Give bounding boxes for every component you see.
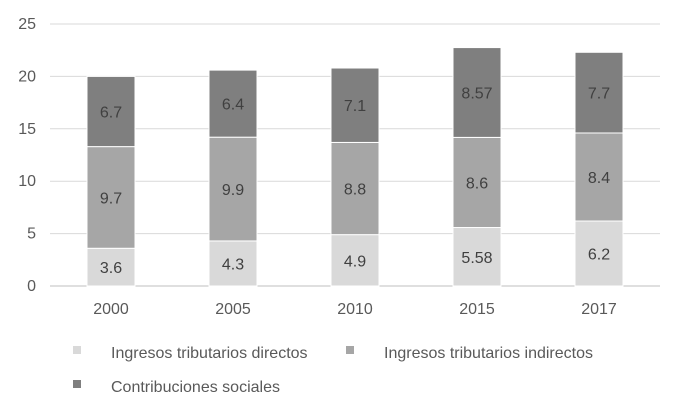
x-tick-label: 2010 [337, 301, 373, 318]
y-tick-label: 0 [27, 278, 36, 295]
y-axis-tick-labels: 0 5 10 15 20 25 [18, 16, 36, 295]
y-tick-label: 10 [18, 173, 36, 190]
data-label: 5.58 [461, 250, 492, 267]
data-label: 3.6 [100, 260, 122, 277]
bar-segment [574, 51, 624, 134]
bar-segment [86, 247, 136, 287]
y-tick-label: 15 [18, 121, 36, 138]
x-tick-label: 2017 [581, 301, 617, 318]
x-tick-label: 2015 [459, 301, 495, 318]
y-tick-label: 5 [27, 226, 36, 243]
data-label: 4.9 [344, 253, 366, 270]
data-label: 7.7 [588, 86, 610, 103]
legend-swatch [73, 380, 81, 388]
bar-segment [574, 132, 624, 222]
data-label: 8.8 [344, 182, 366, 199]
legend-swatch [73, 346, 81, 354]
bar-segment [330, 141, 380, 236]
data-label: 4.3 [222, 256, 244, 273]
bar-segment [452, 136, 502, 229]
legend-label: Contribuciones sociales [111, 379, 280, 396]
x-tick-label: 2005 [215, 301, 251, 318]
legend: Ingresos tributarios directos Ingresos tr… [73, 345, 593, 396]
bar-segment [330, 234, 380, 287]
bar-segment [330, 67, 380, 143]
data-label: 9.9 [222, 182, 244, 199]
data-label: 7.1 [344, 98, 366, 115]
legend-label: Ingresos tributarios indirectos [384, 345, 593, 362]
y-tick-label: 25 [18, 16, 36, 33]
data-label: 8.6 [466, 175, 488, 192]
bar-segment [452, 47, 502, 138]
data-label: 8.4 [588, 170, 610, 187]
bar-segment [86, 75, 136, 148]
data-label: 6.2 [588, 247, 610, 264]
bar-segment [452, 227, 502, 287]
x-axis-tick-labels: 2000 2005 2010 2015 2017 [93, 301, 617, 318]
data-label: 6.4 [222, 97, 244, 114]
bar-segment [574, 220, 624, 287]
x-tick-label: 2000 [93, 301, 129, 318]
y-tick-label: 20 [18, 68, 36, 85]
data-label: 6.7 [100, 105, 122, 122]
bars [86, 47, 624, 287]
bar-segment [208, 69, 258, 138]
data-labels: 3.6 9.7 6.7 4.3 9.9 6.4 4.9 8.8 7.1 5.58 8.6 8.57 6.… [100, 85, 610, 277]
bar-segment [208, 136, 258, 242]
data-label: 9.7 [100, 190, 122, 207]
bar-segment [86, 146, 136, 249]
data-label: 8.57 [461, 85, 492, 102]
legend-label: Ingresos tributarios directos [111, 345, 308, 362]
legend-swatch [346, 346, 354, 354]
